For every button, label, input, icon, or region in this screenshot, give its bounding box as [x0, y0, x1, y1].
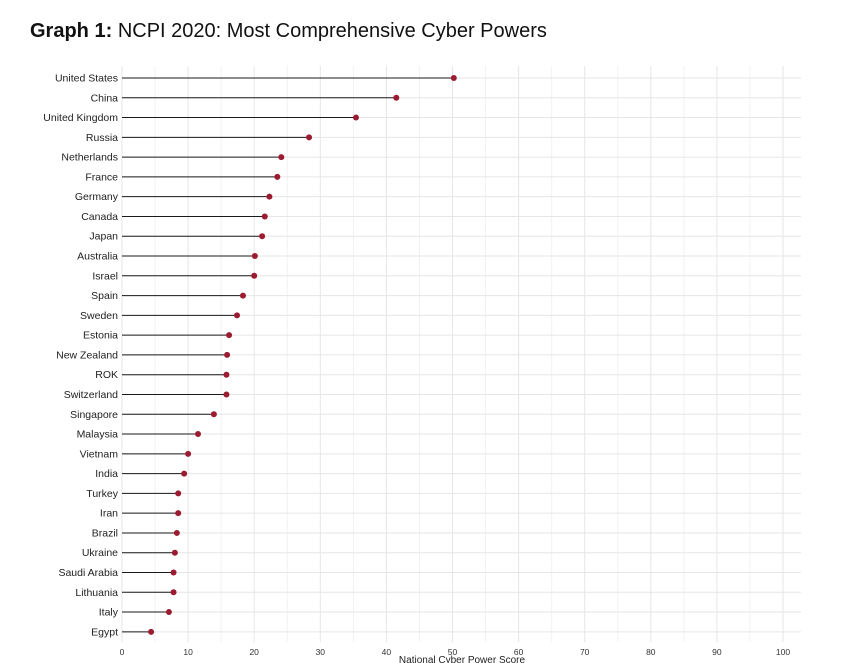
chart-title: Graph 1: NCPI 2020: Most Comprehensive C… [30, 20, 547, 43]
y-tick-label: United Kingdom [43, 112, 118, 124]
x-tick-label: 50 [448, 647, 458, 657]
lollipop-dot [261, 213, 268, 220]
lollipop-dot [239, 292, 246, 299]
x-tick-label: 90 [712, 647, 722, 657]
x-axis-label: National Cyber Power Score [399, 655, 526, 663]
lollipop-dot [278, 154, 285, 161]
lollipop-dot [234, 312, 241, 319]
x-tick-label: 40 [382, 647, 392, 657]
stems [122, 77, 454, 633]
y-tick-label: Lithuania [75, 587, 118, 599]
lollipop-dot [259, 233, 266, 240]
x-tick-label: 30 [316, 647, 326, 657]
y-tick-label: Sweden [80, 310, 118, 322]
x-tick-label: 0 [120, 647, 125, 657]
y-tick-label: Egypt [91, 626, 118, 638]
lollipop-dot [450, 75, 457, 81]
lollipop-dot [251, 272, 258, 279]
lollipop-dot [185, 450, 192, 457]
lollipop-dot [171, 549, 178, 556]
lollipop-dot [175, 490, 182, 497]
y-tick-label: Australia [77, 251, 118, 263]
grid [121, 66, 801, 642]
lollipop-dot [251, 253, 258, 260]
y-tick-label: Malaysia [77, 429, 119, 441]
x-tick-label: 20 [249, 647, 259, 657]
dots [148, 75, 457, 635]
lollipop-dot [352, 114, 359, 121]
lollipop-dot [170, 569, 177, 576]
x-tick-label: 70 [580, 647, 590, 657]
y-tick-label: China [91, 92, 119, 104]
y-tick-label: Germany [75, 191, 119, 203]
y-tick-label: Italy [99, 607, 119, 619]
y-tick-label: Singapore [70, 409, 118, 421]
y-tick-label: Russia [86, 132, 118, 144]
y-axis-labels: United States China United Kingdom Russia Ne… [43, 73, 118, 639]
lollipop-dot [223, 371, 230, 378]
lollipop-dot [175, 510, 182, 517]
chart-title-text: NCPI 2020: Most Comprehensive Cyber Powe… [117, 20, 547, 42]
y-tick-label: United States [55, 73, 118, 85]
y-tick-label: ROK [95, 369, 118, 381]
lollipop-dot [306, 134, 313, 141]
y-tick-label: France [85, 171, 118, 183]
lollipop-dot [195, 431, 202, 438]
y-tick-label: Japan [89, 231, 118, 243]
y-tick-label: Switzerland [64, 389, 118, 401]
lollipop-dot [226, 332, 233, 339]
y-tick-label: Spain [91, 290, 118, 302]
lollipop-dot [393, 94, 400, 101]
y-tick-label: Canada [81, 211, 118, 223]
lollipop-dot [224, 351, 231, 358]
x-tick-label: 100 [776, 647, 790, 657]
y-tick-label: Vietnam [80, 448, 119, 460]
y-tick-label: Estonia [83, 330, 118, 342]
y-tick-label: Iran [100, 508, 118, 520]
lollipop-dot [210, 411, 217, 418]
y-tick-label: India [95, 468, 118, 480]
y-tick-label: Ukraine [82, 547, 118, 559]
lollipop-dot [170, 589, 177, 596]
lollipop-dot [274, 173, 281, 180]
x-axis-ticks: 0 10 20 30 40 50 60 70 80 90 100 [120, 647, 791, 657]
lollipop-dot [181, 470, 188, 477]
lollipop-dot [165, 609, 172, 616]
y-tick-label: Turkey [86, 488, 118, 500]
chart-title-prefix: Graph 1: [30, 20, 113, 42]
y-tick-label: Brazil [92, 527, 118, 539]
y-tick-label: Saudi Arabia [58, 567, 118, 579]
x-tick-label: 10 [183, 647, 193, 657]
lollipop-dot [266, 193, 273, 200]
x-tick-label: 60 [514, 647, 524, 657]
lollipop-dot [173, 529, 180, 536]
lollipop-dot [223, 391, 230, 398]
y-tick-label: Netherlands [61, 152, 118, 164]
y-tick-label: Israel [92, 270, 118, 282]
x-tick-label: 80 [646, 647, 656, 657]
y-tick-label: New Zealand [56, 349, 118, 361]
lollipop-dot [148, 628, 155, 635]
